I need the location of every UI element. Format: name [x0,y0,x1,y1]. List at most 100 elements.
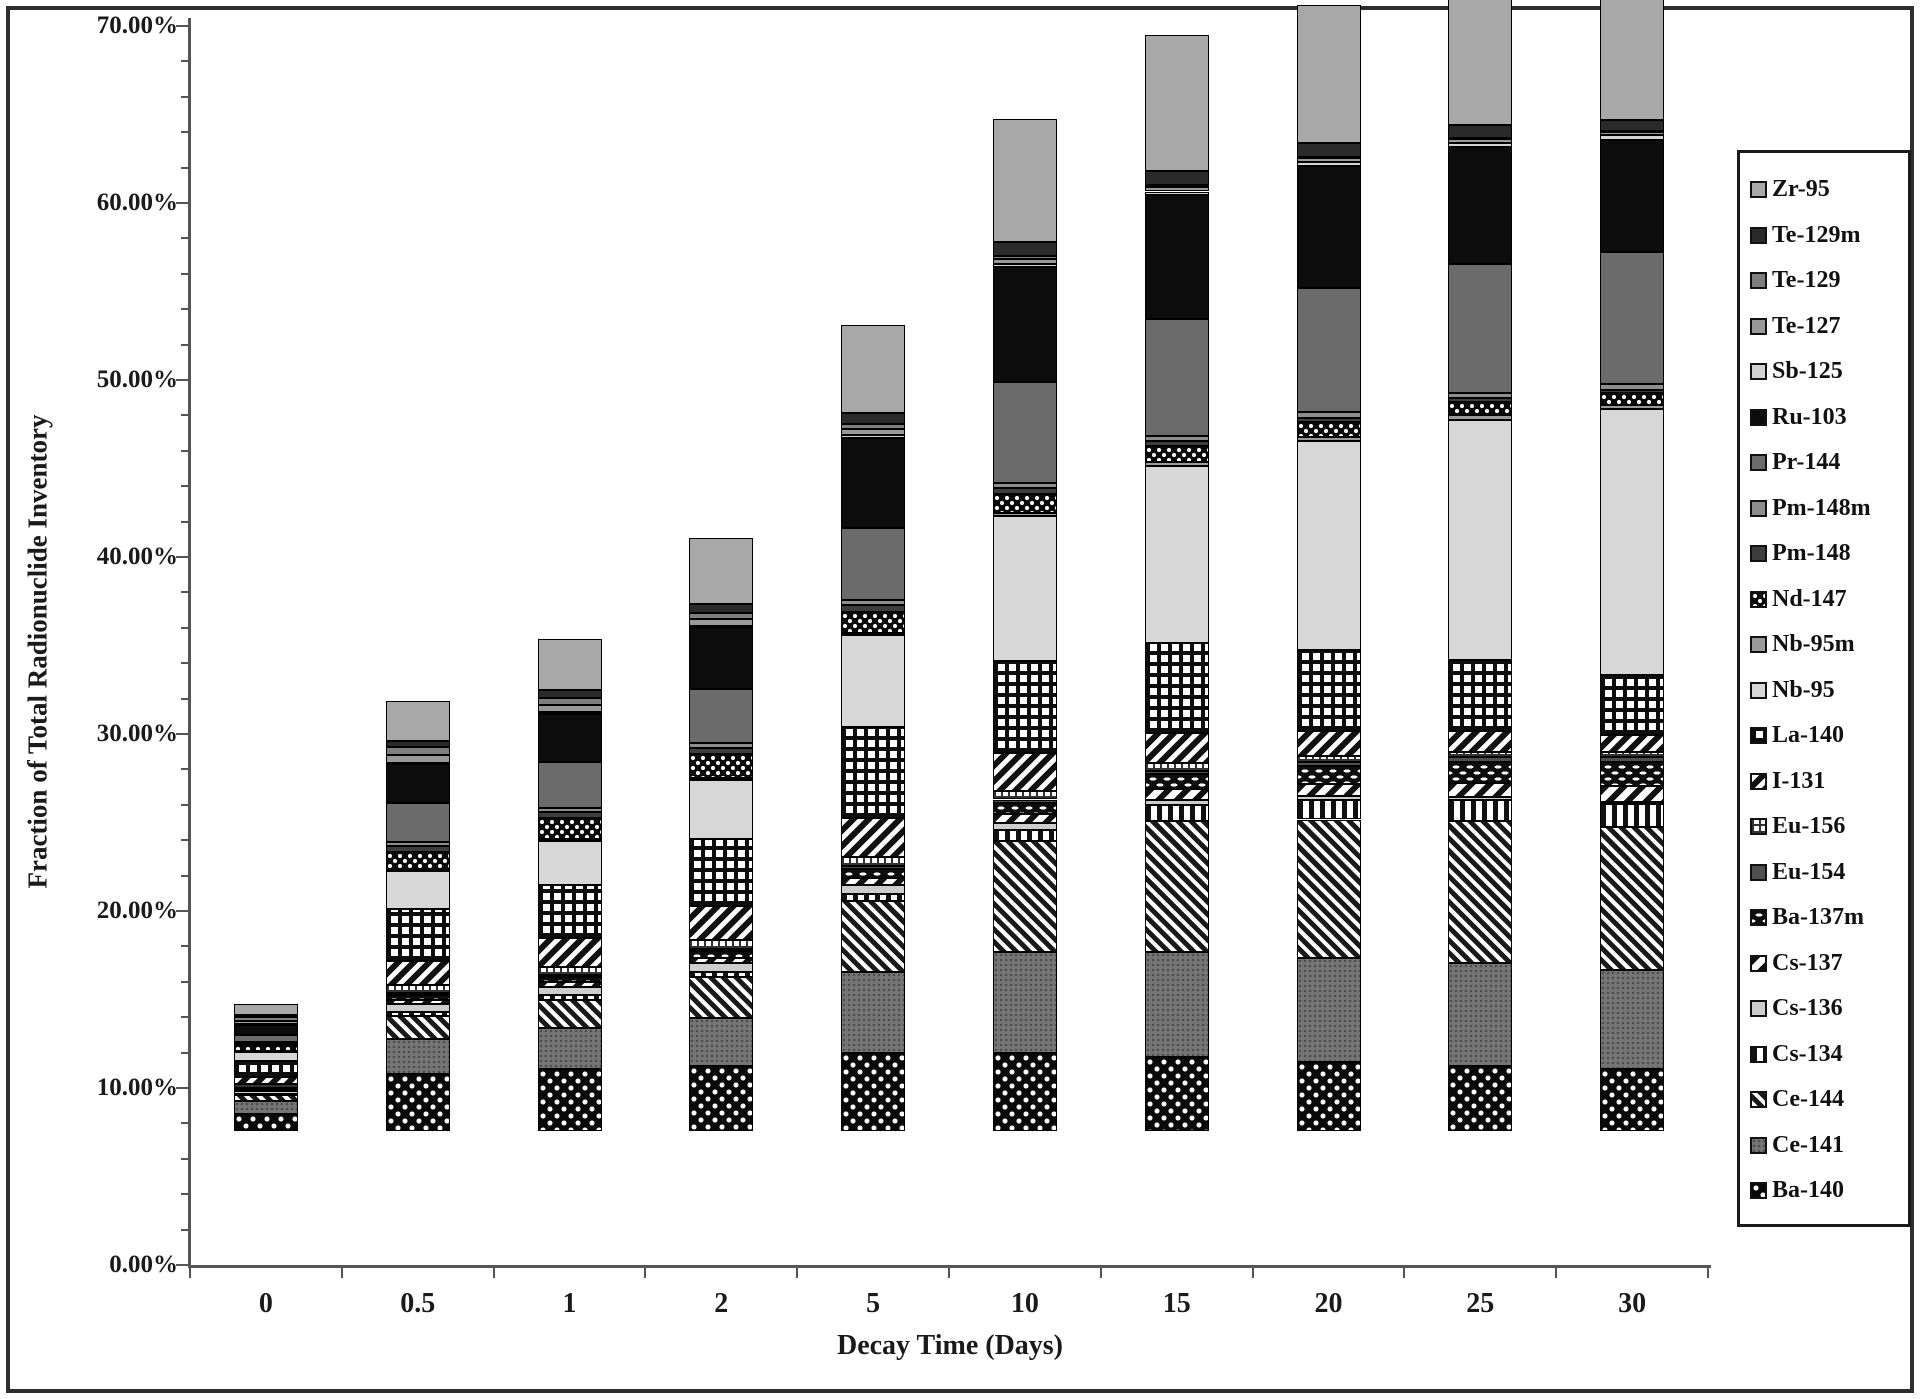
bar-segment-cs-136 [992,823,1057,831]
bar-segment-cs-137 [385,999,450,1005]
x-tick-label: 5 [866,1288,881,1319]
legend-swatch-icon [1750,818,1767,836]
bar-segment-cs-137 [1144,789,1209,801]
bar-segment-te-129m [385,740,450,748]
bar-segment-te-127 [233,1020,298,1025]
bar-segment-te-127 [992,258,1057,264]
y-minor-tick [181,945,189,948]
stacked-bar-day-1 [537,0,602,1265]
y-major-tick [176,556,189,558]
legend-item-i-131: I-131 [1750,759,1902,805]
bar-segment-pm-148 [1144,441,1209,446]
bar-segment-nb-95m [1144,462,1209,467]
y-tick-label: 0.00% [109,1251,178,1278]
bar-segment-la-140 [1144,643,1209,734]
legend-label: Ce-144 [1772,1086,1844,1113]
legend-item-sb-125: Sb-125 [1750,349,1902,395]
bar-segment-ru-103 [992,267,1057,383]
bar-segment-te-127 [841,428,906,435]
y-axis-title: Fraction of Total Radionuclide Inventory [22,414,53,889]
y-tick-label: 30.00% [96,720,178,747]
legend-item-eu-154: Eu-154 [1750,850,1902,896]
bar-segment-sb-125 [841,434,906,438]
legend-swatch-icon [1750,1136,1767,1154]
bar-segment-pm-148 [689,747,754,755]
bar-segment-eu-154 [385,993,450,996]
bar-segment-cs-134 [1296,800,1361,820]
y-minor-tick [181,1157,189,1160]
legend-swatch-icon [1750,772,1767,790]
bar-segment-eu-156 [992,790,1057,800]
bar-segment-cs-136 [233,1091,298,1094]
y-minor-tick [181,874,189,877]
bar-segment-pm-148 [233,1043,298,1046]
bar-segment-te-129m [1448,125,1513,139]
bar-segment-pr-144 [841,527,906,601]
legend-item-te-129m: Te-129m [1750,213,1902,259]
legend-label: Nd-147 [1772,585,1847,612]
bar-segment-ba-140 [385,1074,450,1131]
bar-segment-te-129 [841,424,906,429]
bar-segment-nd-147 [1144,445,1209,463]
bar-segment-pm-148m [537,807,602,813]
legend-item-te-129: Te-129 [1750,258,1902,304]
bar-segment-cs-137 [1600,785,1665,802]
bar-segment-te-129m [841,413,906,425]
bar-segment-ba-140 [841,1053,906,1131]
x-axis-line [188,1265,1711,1268]
bar-segment-nd-147 [233,1045,298,1052]
bar-segment-nd-147 [1600,393,1665,405]
bar-segment-ba-140 [1296,1061,1361,1131]
bar-segment-ba-140 [1144,1056,1209,1131]
x-tick [1099,1268,1102,1278]
legend-label: Pr-144 [1772,449,1841,476]
bar-segment-nd-147 [841,611,906,633]
bar-segment-cs-137 [992,814,1057,824]
bar-segment-ce-144 [689,977,754,1018]
y-minor-tick [181,980,189,983]
bar-segment-cs-136 [1448,797,1513,801]
bar-segment-la-140 [1448,660,1513,732]
legend-item-ce-141: Ce-141 [1750,1123,1902,1169]
bar-segment-eu-156 [233,1084,298,1088]
bar-segment-eu-156 [1144,763,1209,771]
x-tick-label: 15 [1162,1288,1191,1319]
bar-segment-pm-148m [841,600,906,606]
bar-segment-te-129m [233,1015,298,1018]
bar-segment-nb-95 [689,780,754,839]
y-tick-label: 20.00% [96,897,178,924]
bar-segment-ba-140 [1600,1069,1665,1131]
legend-swatch-icon [1750,636,1767,654]
bar-segment-i-131 [1448,731,1513,752]
legend-box: Zr-95 Te-129m Te-129 Te-127 Sb-125 Ru-103 Pr-1… [1737,150,1911,1227]
legend-swatch-icon [1750,909,1767,927]
x-tick [1251,1268,1254,1278]
bar-segment-pr-144 [1448,263,1513,393]
legend-label: Ba-140 [1772,1177,1844,1204]
bar-segment-nb-95m [689,778,754,781]
bar-segment-cs-137 [841,877,906,885]
bar-segment-eu-156 [1600,751,1665,757]
bar-segment-ba-140 [1448,1065,1513,1131]
legend-swatch-icon [1750,408,1767,426]
bar-segment-cs-136 [1144,800,1209,806]
bar-segment-pr-144 [992,382,1057,484]
y-minor-tick [181,626,189,629]
bar-segment-te-129m [992,242,1057,256]
legend-item-cs-134: Cs-134 [1750,1032,1902,1078]
bar-segment-cs-137 [1296,784,1361,797]
bar-segment-ba-137m [992,802,1057,815]
bar-segment-ba-137m [841,869,906,878]
x-tick [189,1268,191,1278]
legend-item-ba-137m: Ba-137m [1750,895,1902,941]
bar-segment-cs-136 [841,884,906,894]
bar-segment-sb-125 [1296,162,1361,167]
bar-segment-ru-103 [1600,140,1665,252]
bar-segment-cs-134 [385,1011,450,1016]
bar-segment-te-129m [1600,119,1665,132]
legend-label: Eu-156 [1772,813,1846,840]
bar-segment-ba-140 [537,1069,602,1131]
y-minor-tick [181,414,189,417]
bar-segment-sb-125 [537,712,602,714]
